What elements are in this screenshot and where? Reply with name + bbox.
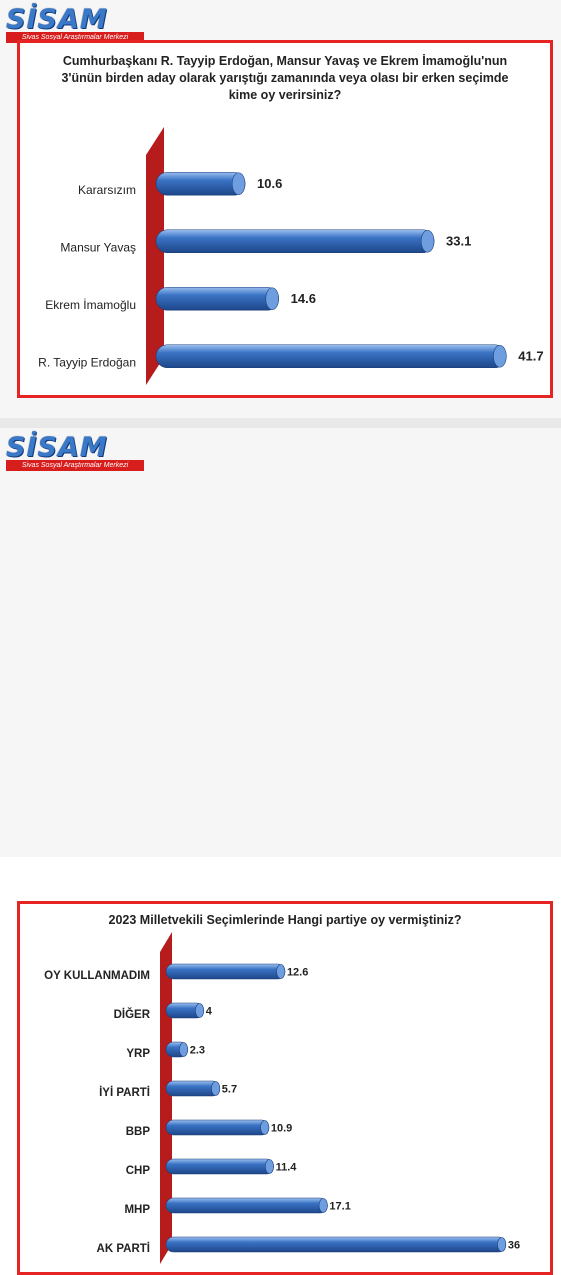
value-label-ak-parti: 36 [508,1240,520,1252]
bar-chart-2: OY KULLANMADIM 12.6 DİĞER 4 YRP 2.3 İYİ PARTİ 5… [44,932,520,1264]
value-label-mhp: 17.1 [329,1201,350,1213]
logo-wordmark: SİSAM [6,4,108,35]
category-label-mansur-yavas: Mansur Yavaş [60,240,136,254]
category-label-yrp: YRP [126,1048,150,1060]
value-label-iyi-parti: 5.7 [222,1084,237,1096]
chart-panel-1: SİSAM Sivas Sosyal Araştırmalar Merkezi … [0,0,561,418]
value-label-bbp: 10.9 [271,1123,292,1135]
bar-oy-kullanmadim [165,963,286,980]
chart-wall [160,932,172,1264]
sisam-logo: SİSAM Sivas Sosyal Araştırmalar Merkezi [6,4,146,44]
chart-title-1: Cumhurbaşkanı R. Tayyip Erdoğan, Mansur … [61,54,509,102]
bar-cap-ekrem-imamoglu [265,287,279,311]
bar-bbp [165,1119,270,1136]
bar-mansur-yavas [155,229,435,254]
category-label-mhp: MHP [124,1204,150,1216]
category-label-chp: CHP [126,1165,151,1177]
category-label-ekrem-imamoglu: Ekrem İmamoğlu [45,298,136,312]
panel-separator [0,418,561,428]
bar-ekrem-imamoglu [155,286,279,311]
bar-r-tayyip-erdogan [155,344,507,369]
bar-cap-oy-kullanmadim [276,964,286,979]
bar-cap-yrp [179,1042,189,1057]
value-label-chp: 11.4 [276,1162,298,1174]
value-label-r-tayyip-erdogan: 41.7 [518,348,543,363]
bar-cap-mhp [318,1198,328,1213]
category-label-oy-kullanmadim: OY KULLANMADIM [44,970,150,982]
bar-cap-diger [195,1003,205,1018]
bar-cap-iyi-parti [211,1081,221,1096]
bar-cap-r-tayyip-erdogan [493,344,507,368]
logo-subtitle: Sivas Sosyal Araştırmalar Merkezi [6,32,144,43]
bar-cap-bbp [260,1120,270,1135]
value-label-kararsizim: 10.6 [257,176,282,191]
bar-chart-1: Kararsızım 10.6 Mansur Yavaş 33.1 Ekrem İmam… [38,127,544,385]
bar-cap-kararsizim [231,172,246,196]
bar-cap-chp [264,1159,274,1174]
category-label-iyi-parti: İYİ PARTİ [99,1086,150,1099]
bar-kararsizim [155,171,246,196]
bar-mhp [165,1197,328,1214]
category-label-bbp: BBP [126,1126,151,1138]
bar-chp [165,1158,274,1175]
value-label-diger: 4 [206,1006,213,1018]
bar-cap-ak-parti [497,1237,507,1252]
bar-cap-mansur-yavas [420,229,435,253]
category-label-ak-parti: AK PARTİ [97,1242,150,1255]
sisam-logo: SİSAM Sivas Sosyal Araştırmalar Merkezi [6,432,146,472]
value-label-ekrem-imamoglu: 14.6 [291,291,316,306]
logo-subtitle: Sivas Sosyal Araştırmalar Merkezi [6,460,144,471]
category-label-diger: DİĞER [114,1008,151,1021]
chart-panel-2: SİSAM Sivas Sosyal Araştırmalar Merkezi … [0,428,561,1275]
category-label-r-tayyip-erdogan: R. Tayyip Erdoğan [38,355,136,369]
bar-ak-parti [165,1236,507,1253]
logo-wordmark: SİSAM [6,432,108,463]
chart-frame-1: Cumhurbaşkanı R. Tayyip Erdoğan, Mansur … [17,40,553,398]
value-label-mansur-yavas: 33.1 [446,233,471,248]
category-label-kararsizim: Kararsızım [78,183,136,197]
chart-frame-2: 2023 Milletvekili Seçimlerinde Hangi par… [17,901,553,1275]
value-label-yrp: 2.3 [190,1045,205,1057]
value-label-oy-kullanmadim: 12.6 [287,967,308,979]
